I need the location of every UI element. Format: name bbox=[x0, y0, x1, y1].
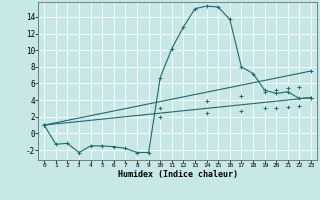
X-axis label: Humidex (Indice chaleur): Humidex (Indice chaleur) bbox=[118, 170, 238, 179]
